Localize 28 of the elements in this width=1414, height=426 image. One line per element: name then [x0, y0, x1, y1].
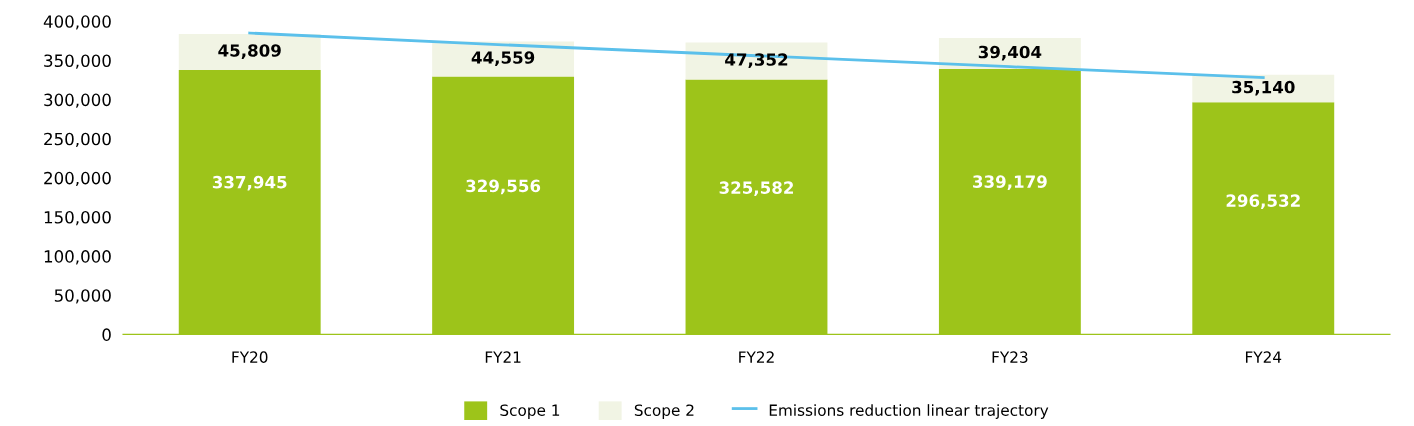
x-tick-label: FY20 [232, 351, 268, 363]
y-tick-label: 50,000 [54, 289, 111, 304]
data-label: 35,140 [1232, 80, 1295, 96]
y-tick-label: 400,000 [43, 15, 111, 30]
data-label: 44,559 [471, 51, 535, 66]
y-tick-label: 150,000 [44, 210, 111, 226]
y-tick-label: 200,000 [44, 171, 111, 187]
legend-label: Scope 2 [634, 404, 694, 419]
y-tick-label: 300,000 [44, 93, 111, 108]
legend-label: Scope 1 [500, 404, 560, 419]
x-tick-label: FY24 [1245, 351, 1282, 363]
data-label: 339,179 [973, 175, 1047, 191]
data-label: 296,532 [1226, 194, 1300, 210]
legend-label: Emissions reduction linear trajectory [769, 404, 1049, 419]
y-tick-label: 100,000 [44, 250, 111, 265]
x-tick-label: FY23 [992, 351, 1028, 363]
data-label: 47,352 [725, 53, 788, 68]
y-tick-label: 350,000 [44, 54, 111, 69]
data-label: 329,556 [466, 179, 541, 195]
data-label: 39,404 [978, 45, 1042, 61]
y-tick-label: 0 [102, 328, 111, 341]
data-label: 45,809 [218, 44, 281, 59]
x-tick-label: FY22 [739, 351, 774, 363]
y-tick-label: 250,000 [44, 132, 111, 147]
bar [178, 34, 321, 70]
x-tick-label: FY21 [485, 351, 521, 363]
data-label: 325,582 [719, 181, 793, 197]
data-label: 337,945 [212, 175, 287, 191]
